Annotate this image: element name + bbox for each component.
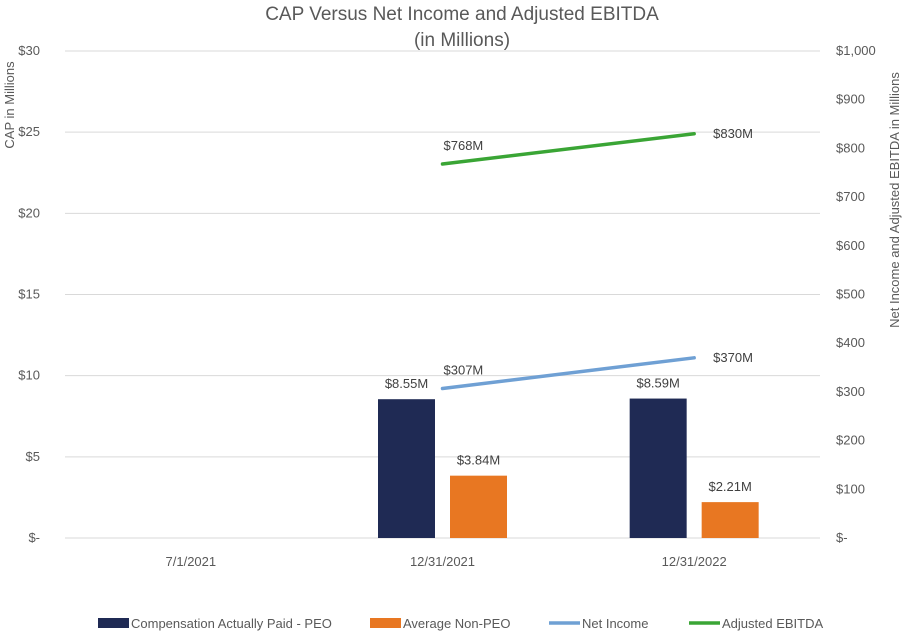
legend-label: Net Income <box>582 616 648 631</box>
right-tick-label: $200 <box>836 433 865 448</box>
left-tick-label: $15 <box>18 287 40 302</box>
right-tick-label: $700 <box>836 189 865 204</box>
left-tick-label: $20 <box>18 205 40 220</box>
left-tick-label: $30 <box>18 43 40 58</box>
line-data-label: $768M <box>444 138 484 153</box>
right-tick-label: $600 <box>836 238 865 253</box>
bar-data-label: $3.84M <box>457 453 500 468</box>
gridlines <box>65 50 820 539</box>
legend-swatch <box>370 618 401 628</box>
line-net-income <box>440 356 696 391</box>
legend-item: Average Non-PEO <box>370 616 510 631</box>
right-tick-label: $100 <box>836 481 865 496</box>
bar <box>629 398 687 538</box>
line-data-label: $307M <box>444 362 484 377</box>
line-data-label: $370M <box>713 350 753 365</box>
right-axis-label: Net Income and Adjusted EBITDA in Millio… <box>887 72 902 328</box>
right-tick-label: $900 <box>836 92 865 107</box>
right-tick-label: $1,000 <box>836 43 876 58</box>
legend-item: Compensation Actually Paid - PEO <box>98 616 332 631</box>
right-tick-label: $300 <box>836 384 865 399</box>
right-tick-label: $500 <box>836 287 865 302</box>
legend-label: Adjusted EBITDA <box>722 616 823 631</box>
bar-series: $8.55M $8.59M $3.84M $2.21M <box>378 376 759 538</box>
bar <box>378 399 435 538</box>
line-series: $307M $370M $768M $830M <box>440 126 753 391</box>
legend-item: Net Income <box>549 616 648 631</box>
bar-data-label: $8.59M <box>636 376 679 391</box>
left-tick-label: $5 <box>26 449 40 464</box>
category-label: 7/1/2021 <box>166 554 217 569</box>
left-tick-label: $- <box>28 530 40 545</box>
legend-label: Average Non-PEO <box>403 616 510 631</box>
bar <box>450 475 507 538</box>
left-tick-label: $10 <box>18 368 40 383</box>
category-label: 12/31/2022 <box>662 554 727 569</box>
left-axis-ticks: $- $5 $10 $15 $20 $25 $30 <box>18 43 40 545</box>
right-tick-label: $- <box>836 530 848 545</box>
bar-data-label: $2.21M <box>708 479 751 494</box>
category-label: 12/31/2021 <box>410 554 475 569</box>
bar-data-label: $8.55M <box>385 376 428 391</box>
category-labels: 7/1/2021 12/31/2021 12/31/2022 <box>166 554 727 569</box>
left-tick-label: $25 <box>18 124 40 139</box>
bar <box>701 502 759 538</box>
legend-item: Adjusted EBITDA <box>689 616 823 631</box>
chart-subtitle: (in Millions) <box>414 30 510 51</box>
right-tick-label: $400 <box>836 335 865 350</box>
legend-label: Compensation Actually Paid - PEO <box>131 616 332 631</box>
right-tick-label: $800 <box>836 140 865 155</box>
left-axis-label: CAP in Millions <box>2 61 17 149</box>
right-axis-ticks: $- $100 $200 $300 $400 $500 $600 $700 $800 $900 $1… <box>836 43 876 545</box>
legend-swatch <box>98 618 129 628</box>
line-adjusted-ebitda <box>440 132 696 166</box>
legend: Compensation Actually Paid - PEO Average … <box>98 616 823 631</box>
chart-title: CAP Versus Net Income and Adjusted EBITD… <box>265 4 659 25</box>
line-data-label: $830M <box>713 126 753 141</box>
